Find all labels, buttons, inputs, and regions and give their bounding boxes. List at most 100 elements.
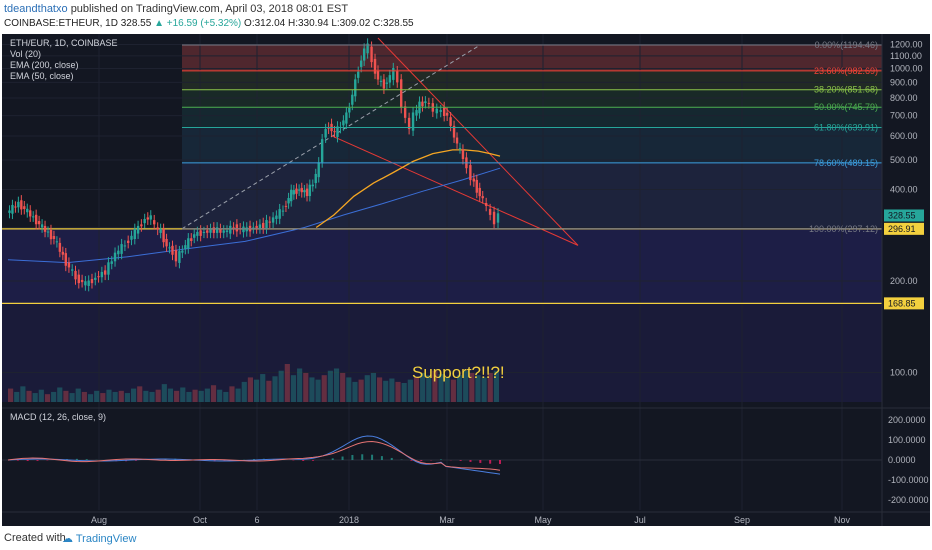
candle-body <box>49 229 53 240</box>
y-tick-label: 1200.00 <box>890 39 923 49</box>
lower-zone <box>2 303 882 402</box>
support-annotation: Support?!!?! <box>412 363 505 382</box>
candle-body <box>162 228 165 243</box>
macd-hist-bar <box>479 460 482 463</box>
candle-body <box>314 173 317 184</box>
candle-body <box>123 245 127 247</box>
volume-bar <box>69 393 75 402</box>
candle-body <box>232 227 235 230</box>
macd-tick-label: 100.0000 <box>888 435 926 445</box>
candle-body <box>342 120 345 126</box>
candle-body <box>196 231 199 236</box>
volume-bar <box>260 374 266 402</box>
fib-labels: 0.00%(1194.46) 23.60%(982.69) 38.20%(851.6… <box>182 40 882 234</box>
volume-bar <box>124 393 130 402</box>
volume-bar <box>8 388 14 402</box>
volume-bar <box>63 390 69 402</box>
candle-body <box>71 269 74 271</box>
volume-bar <box>87 394 94 402</box>
candle-body <box>178 251 181 263</box>
volume-bar <box>395 381 401 402</box>
candle-body <box>492 211 496 225</box>
tradingview-logo[interactable]: ☁ TradingView <box>62 532 136 545</box>
volume-bars <box>8 364 499 402</box>
legend-title: ETH/EUR, 1D, COINBASE <box>10 38 118 48</box>
candle-body <box>245 227 248 232</box>
volume-bar <box>137 386 143 402</box>
candle-body <box>300 187 303 193</box>
volume-bar <box>346 377 352 402</box>
volume-bar <box>493 370 499 402</box>
candle-body <box>407 117 411 130</box>
volume-bar <box>377 377 383 402</box>
candle-body <box>268 221 272 223</box>
support-zone <box>2 228 882 304</box>
brand-text: TradingView <box>75 533 137 545</box>
candle-body <box>140 224 143 227</box>
created-with-text: Created with <box>4 532 66 544</box>
volume-bar <box>426 375 432 402</box>
volume-bar <box>315 379 321 402</box>
y-tick-label: 700.00 <box>890 111 918 121</box>
volume-bar <box>278 370 284 402</box>
candle-body <box>136 225 140 234</box>
volume-bar <box>223 391 229 402</box>
volume-bar <box>420 372 426 402</box>
macd-hist-bar <box>16 460 19 461</box>
candle-body <box>168 247 171 249</box>
candle-body <box>445 112 449 116</box>
chart-area[interactable]: 0.00%(1194.46) 23.60%(982.69) 38.20%(851.6… <box>2 34 930 526</box>
macd-hist-bar <box>380 456 383 460</box>
candle-body <box>421 101 424 107</box>
volume-bar <box>413 377 420 402</box>
candle-body <box>345 112 348 124</box>
volume-bar <box>370 372 376 402</box>
author-link[interactable]: tdeandthatxo <box>4 3 68 15</box>
macd-hist-bar <box>371 454 374 460</box>
candle-body <box>488 209 492 215</box>
candle-body <box>20 200 23 210</box>
candle-body <box>411 112 415 131</box>
candle-body <box>77 274 81 284</box>
macd-hist-bar <box>85 459 88 460</box>
symbol-line: COINBASE:ETHEUR, 1D 328.55 ▲ +16.59 (+5.… <box>4 18 414 29</box>
candle-body <box>385 82 389 84</box>
candle-body <box>97 276 100 278</box>
symbol-label: COINBASE:ETHEUR, 1D <box>4 18 118 29</box>
macd-hist-bar <box>341 456 344 460</box>
volume-bar <box>210 385 217 402</box>
volume-bar <box>229 386 235 402</box>
candle-body <box>90 278 94 284</box>
price-axis: 100.00200.00300.00400.00500.00600.00700.… <box>881 34 924 526</box>
price-chart[interactable]: 0.00%(1194.46) 23.60%(982.69) 38.20%(851.6… <box>2 34 930 526</box>
volume-bar <box>438 374 444 402</box>
candle-body <box>359 60 363 67</box>
candle-body <box>165 238 168 247</box>
volume-bar <box>327 370 333 402</box>
candle-body <box>174 249 178 262</box>
candle-body <box>23 206 26 210</box>
macd-hist-bar <box>302 460 305 461</box>
candle-body <box>275 215 278 219</box>
x-tick-label: May <box>534 515 552 525</box>
candle-body <box>481 196 484 199</box>
volume-bar <box>217 389 223 402</box>
candle-body <box>37 221 41 225</box>
volume-bar <box>456 375 463 402</box>
candle-body <box>366 43 369 54</box>
macd-line <box>7 435 501 475</box>
y-tick-label: 500.00 <box>890 155 918 165</box>
candle-body <box>171 245 174 255</box>
candle-body <box>435 108 438 114</box>
candle-body <box>317 162 320 178</box>
candle-body <box>311 184 314 187</box>
macd-hist-bar <box>75 458 78 460</box>
candle-body <box>297 189 301 191</box>
candle-body <box>458 147 462 149</box>
candle-body <box>110 261 113 264</box>
volume-bar <box>254 379 260 402</box>
macd-label: MACD (12, 26, close, 9) <box>10 412 106 422</box>
ohlc-values: O:312.04 H:330.94 L:309.02 C:328.55 <box>244 18 414 29</box>
candle-body <box>8 210 11 213</box>
volume-bar <box>100 393 106 402</box>
